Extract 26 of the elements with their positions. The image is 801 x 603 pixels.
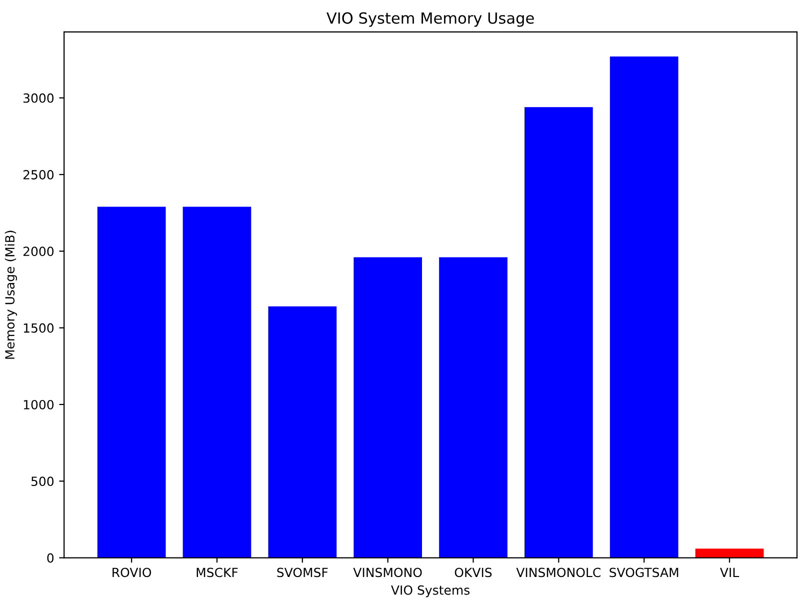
y-tick-label: 2500 bbox=[23, 170, 54, 180]
x-axis-title: VIO Systems bbox=[391, 585, 470, 598]
bar bbox=[524, 107, 593, 558]
bar bbox=[439, 257, 508, 558]
y-tick-label: 3000 bbox=[24, 93, 54, 103]
x-tick-label: VINSMONOLC bbox=[516, 568, 601, 578]
bar bbox=[97, 206, 166, 558]
x-tick-label: MSCKF bbox=[196, 568, 238, 578]
bar bbox=[354, 257, 422, 558]
bar bbox=[610, 56, 678, 558]
x-tick-label: VIL bbox=[720, 568, 740, 577]
x-tick-label: VINSMONO bbox=[353, 568, 422, 578]
y-tick-label: 0 bbox=[47, 553, 54, 563]
y-tick-label: 500 bbox=[31, 476, 54, 486]
x-tick-label: OKVIS bbox=[454, 568, 492, 578]
chart-title: VIO System Memory Usage bbox=[326, 12, 534, 27]
bar bbox=[182, 206, 252, 558]
x-tick-label: ROVIO bbox=[112, 568, 152, 578]
y-axis-title: Memory Usage (MiB) bbox=[4, 230, 17, 359]
bar bbox=[695, 548, 764, 558]
x-tick-label: SVOMSF bbox=[277, 568, 328, 578]
bar bbox=[268, 306, 337, 558]
y-tick-label: 2000 bbox=[23, 246, 54, 256]
y-tick-label: 1500 bbox=[24, 323, 54, 333]
y-tick-label: 1000 bbox=[24, 400, 54, 410]
x-tick-label: SVOGTSAM bbox=[610, 568, 678, 578]
